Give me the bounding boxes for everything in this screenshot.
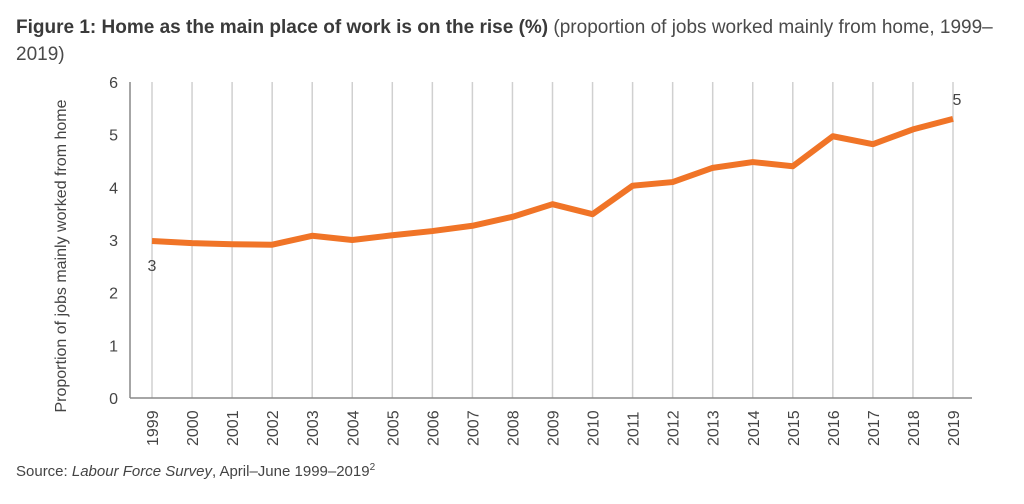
x-tick-label: 2015 xyxy=(786,410,803,446)
source-footnote: 2 xyxy=(369,462,376,473)
x-tick-label: 2016 xyxy=(826,410,843,446)
x-tick-label: 2002 xyxy=(265,410,282,446)
source-suffix: , April–June 1999–2019 xyxy=(211,463,370,480)
x-tick-label: 2013 xyxy=(706,410,723,446)
x-tick-label: 2003 xyxy=(305,410,322,446)
x-tick-label: 2005 xyxy=(385,410,402,446)
x-tick-label: 2000 xyxy=(185,410,202,446)
y-tick-label: 4 xyxy=(109,180,118,197)
x-tick-label: 2011 xyxy=(626,411,643,446)
x-tick-label: 2001 xyxy=(225,410,242,446)
x-tick-label: 2004 xyxy=(345,410,362,446)
x-tick-label: 2019 xyxy=(946,410,963,446)
y-tick-label: 1 xyxy=(109,338,118,355)
x-tick-label: 2009 xyxy=(546,410,563,446)
x-tick-label: 2007 xyxy=(465,410,482,446)
source-note: Source: Labour Force Survey, April–June … xyxy=(16,462,375,480)
y-axis-label: Proportion of jobs mainly worked from ho… xyxy=(53,99,70,412)
chart-title-bold: Figure 1: Home as the main place of work… xyxy=(16,17,549,38)
x-tick-label: 2012 xyxy=(666,410,683,446)
y-tick-label: 0 xyxy=(109,391,118,408)
chart-title-subtitle: (proportion of jobs worked mainly from h… xyxy=(16,17,993,65)
data-label: 3 xyxy=(148,258,157,275)
source-prefix: Source: xyxy=(16,463,72,480)
x-tick-label: 2014 xyxy=(746,410,763,446)
x-tick-label: 2010 xyxy=(586,410,603,446)
chart-title: Figure 1: Home as the main place of work… xyxy=(16,14,1006,68)
y-tick-label: 5 xyxy=(109,128,118,145)
x-tick-label: 1999 xyxy=(145,410,162,446)
x-tick-label: 2006 xyxy=(425,410,442,446)
x-tick-label: 2018 xyxy=(906,410,923,446)
source-name: Labour Force Survey xyxy=(71,463,212,480)
y-tick-label: 3 xyxy=(109,233,118,250)
x-tick-label: 2008 xyxy=(505,410,522,446)
data-label: 5 xyxy=(953,92,962,109)
y-tick-label: 6 xyxy=(109,75,118,92)
x-tick-label: 2017 xyxy=(866,410,883,446)
y-tick-label: 2 xyxy=(109,286,118,303)
